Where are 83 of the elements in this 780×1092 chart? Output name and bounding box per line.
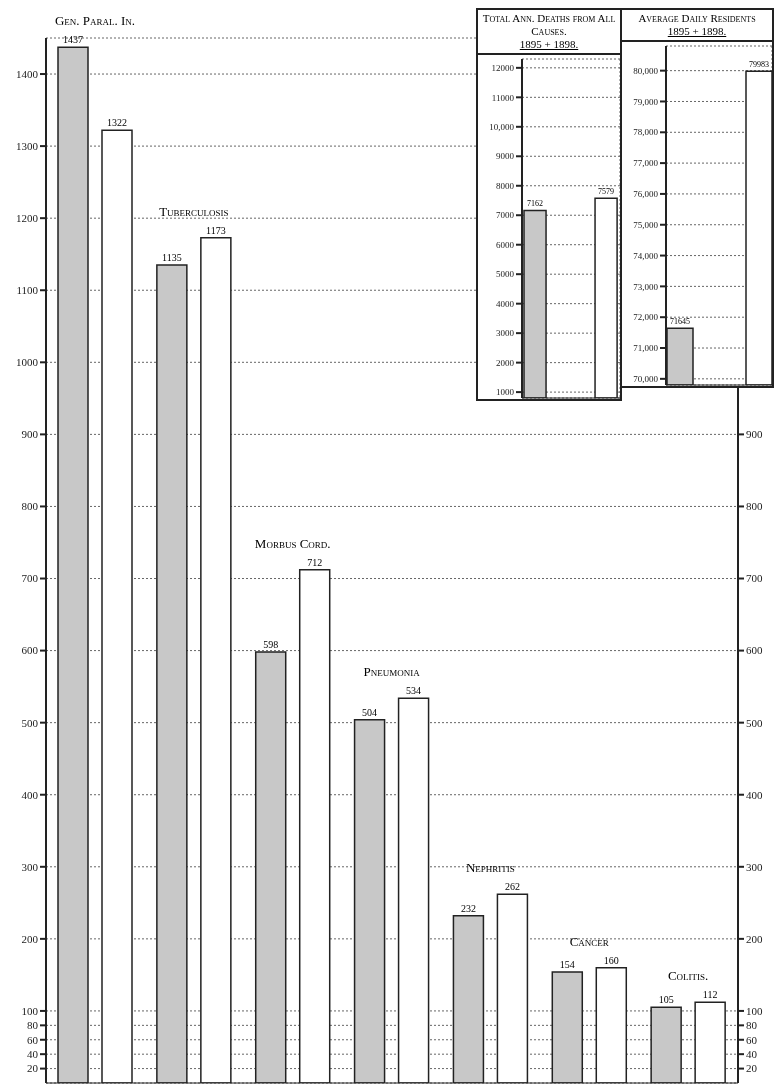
y-tick-label: 71,000 (633, 343, 659, 354)
y-tick-label: 1300 (16, 140, 39, 153)
y-tick-label: 70,000 (633, 374, 659, 385)
y-tick-label: 1400 (16, 67, 39, 80)
data-label: 598 (263, 639, 279, 651)
y-tick-label: 800 (21, 500, 39, 513)
y-tick-label: 600 (21, 644, 39, 657)
y2-tick-label: 400 (746, 788, 763, 801)
y-tick-label: 77,000 (633, 158, 659, 169)
y2-tick-label: 900 (746, 428, 763, 441)
data-label: 79983 (749, 60, 769, 70)
chart-subtitle: 1895 + 1898. (666, 25, 728, 38)
chart-subtitle: 1895 + 1898. (518, 38, 580, 51)
chart-title: Average Daily Residents (637, 12, 757, 25)
y-tick-label: 72,000 (633, 312, 659, 323)
y-tick-label: 900 (21, 428, 39, 441)
y-tick-label: 76,000 (633, 189, 659, 200)
y-tick-label: 80 (27, 1019, 39, 1032)
y-tick-label: 400 (21, 788, 39, 801)
y-tick-label: 78,000 (633, 127, 659, 138)
y-tick-label: 1000 (16, 356, 39, 369)
y-tick-label: 300 (21, 860, 39, 873)
x-tick-label: Tuberculosis (159, 203, 229, 219)
y2-tick-label: 300 (746, 860, 763, 873)
y-tick-label: 500 (21, 716, 39, 729)
y-tick-label: 6000 (496, 239, 515, 250)
data-label: 232 (460, 902, 476, 914)
y2-tick-label: 200 (746, 932, 763, 945)
data-label: 504 (362, 706, 378, 718)
y-tick-label: 200 (21, 932, 39, 945)
y2-tick-label: 60 (746, 1033, 758, 1046)
data-label: 7162 (527, 199, 544, 209)
data-label: 160 (603, 954, 619, 966)
y-tick-label: 9000 (496, 151, 515, 162)
y-tick-label: 5000 (496, 269, 515, 280)
x-tick-label: Pneumonia (363, 664, 421, 680)
data-label: 262 (504, 881, 520, 893)
y-tick-label: 60 (27, 1033, 39, 1046)
x-tick-label: Morbus Cord. (254, 535, 331, 551)
y-tick-label: 3000 (496, 328, 515, 339)
data-label: 112 (702, 989, 718, 1001)
y2-tick-label: 800 (746, 500, 763, 513)
y2-tick-label: 100 (746, 1004, 763, 1017)
data-label: 1173 (206, 224, 226, 236)
y2-tick-label: 80 (746, 1019, 758, 1032)
y-tick-label: 10,000 (489, 122, 515, 132)
y2-tick-label: 500 (746, 716, 763, 729)
y-tick-label: 2000 (496, 357, 515, 368)
data-label: 534 (406, 685, 422, 697)
y-tick-label: 40 (27, 1048, 39, 1061)
y-tick-label: 20 (27, 1062, 39, 1075)
y-tick-label: 700 (21, 572, 39, 585)
y2-tick-label: 40 (746, 1048, 758, 1061)
x-tick-label: Gen. Paral. In. (54, 13, 136, 29)
data-label: 712 (307, 556, 323, 568)
data-label: 1322 (107, 117, 127, 129)
y-tick-label: 8000 (496, 180, 515, 191)
data-label: 7579 (598, 187, 615, 197)
y-tick-label: 75,000 (633, 219, 659, 230)
y-tick-label: 7000 (496, 210, 515, 221)
y-tick-label: 79,000 (633, 96, 659, 107)
x-tick-label: Cancer (569, 933, 609, 949)
data-label: 1437 (63, 34, 83, 46)
y2-tick-label: 20 (746, 1062, 758, 1075)
y-tick-label: 1100 (16, 284, 39, 297)
y-tick-label: 4000 (496, 298, 515, 309)
y-tick-label: 100 (21, 1004, 39, 1017)
data-label: 154 (559, 959, 575, 971)
y-tick-label: 12000 (491, 63, 515, 74)
x-tick-label: Colitis. (667, 968, 709, 984)
data-label: 1135 (162, 252, 182, 264)
y-tick-label: 73,000 (633, 281, 659, 292)
y2-tick-label: 700 (746, 572, 763, 585)
y-tick-label: 1000 (496, 387, 515, 398)
y-tick-label: 11000 (491, 92, 515, 103)
y-tick-label: 1200 (16, 212, 39, 225)
y-tick-label: 74,000 (633, 250, 659, 261)
data-label: 71645 (670, 317, 690, 327)
y-tick-label: 80,000 (633, 65, 659, 76)
data-label: 105 (658, 994, 674, 1006)
chart-title: Total Ann. Deaths from All Causes. (481, 12, 617, 38)
x-tick-label: Nephritis (465, 860, 515, 876)
y2-tick-label: 600 (746, 644, 763, 657)
